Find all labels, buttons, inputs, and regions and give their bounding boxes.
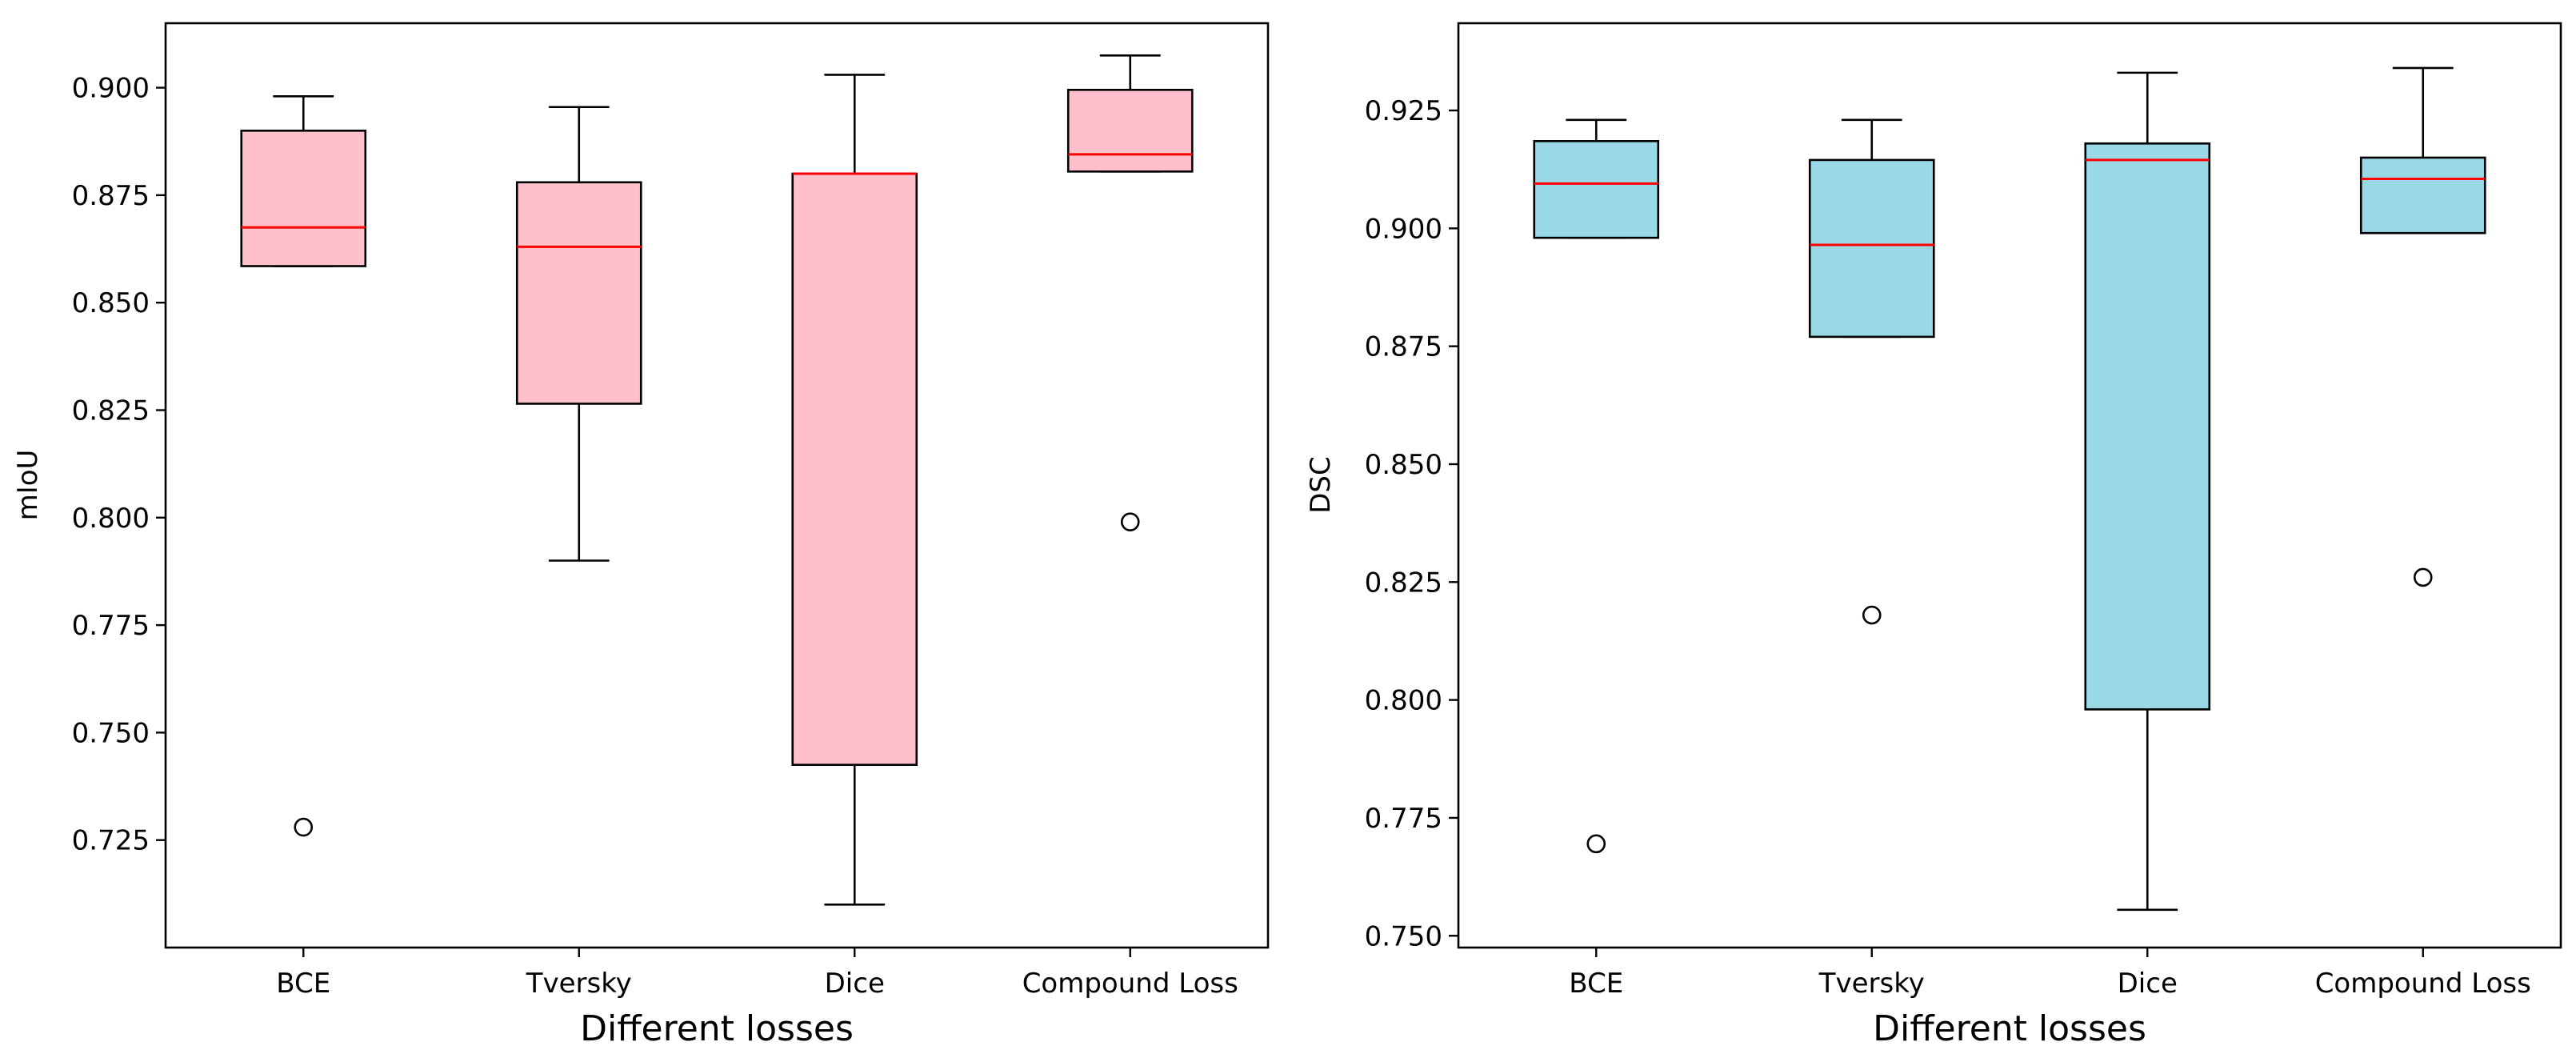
y-tick-label: 0.850 [1365,449,1442,481]
y-tick-label: 0.750 [1365,920,1442,952]
x-tick-label: Compound Loss [1022,968,1238,1000]
y-tick-label: 0.775 [1365,803,1442,835]
box-body [1808,158,1935,339]
chart-DSC: 0.750 0.775 0.800 0.825 0.850 0.875 0.900 0.925… [1305,22,2562,1049]
y-tick-label: 0.900 [1365,213,1442,245]
x-tick-label: Dice [825,968,885,1000]
box-series [1533,66,2486,912]
box-bce [240,95,367,837]
y-tick-label: 0.825 [72,395,150,427]
y-tick-label: 0.875 [1365,331,1442,363]
x-tick-label: BCE [1569,968,1623,1000]
x-ticks: BCE Tversky Dice Compound Loss [1569,948,2531,1000]
box-tversky [515,106,642,562]
box-compound-loss [1066,54,1194,531]
box-tversky [1808,118,1935,625]
x-axis-title: Different losses [1873,1008,2146,1049]
y-tick-label: 0.800 [72,503,150,535]
x-ticks: BCE Tversky Dice Compound Loss [276,948,1238,1000]
box-body [1066,88,1194,173]
box-body [1533,140,1660,239]
y-tick-label: 0.775 [72,610,150,642]
y-tick-label: 0.750 [72,717,150,749]
outlier-point [2413,567,2433,587]
outlier-point [1120,512,1140,531]
y-tick-label: 0.900 [72,73,150,105]
box-body [2359,156,2486,234]
y-ticks: 0.750 0.775 0.800 0.825 0.850 0.875 0.900 0.925 [1365,95,1458,952]
y-tick-label: 0.875 [72,180,150,212]
outlier-point [294,817,314,837]
chart-mIoU: 0.725 0.750 0.775 0.800 0.825 0.850 0.875 0.900… [12,22,1270,1049]
y-ticks: 0.725 0.750 0.775 0.800 0.825 0.850 0.875 0.900 [72,73,166,857]
y-tick-label: 0.825 [1365,567,1442,599]
box-body [791,172,918,766]
x-tick-label: Dice [2118,968,2178,1000]
box-body [2084,142,2211,711]
box-body [515,181,642,405]
box-body [240,130,367,267]
x-tick-label: BCE [276,968,330,1000]
x-tick-label: Tversky [1818,968,1925,1000]
box-bce [1533,118,1660,854]
x-tick-label: Compound Loss [2315,968,2531,1000]
x-tick-label: Tversky [526,968,632,1000]
outlier-point [1862,605,1882,625]
y-tick-label: 0.850 [72,287,150,319]
y-axis-title: mIoU [12,450,44,521]
outlier-point [1586,834,1606,854]
y-axis-title: DSC [1305,456,1337,514]
x-axis-title: Different losses [580,1008,854,1049]
box-dice [791,74,918,906]
box-series [240,54,1194,906]
y-tick-label: 0.925 [1365,95,1442,127]
y-tick-label: 0.725 [72,825,150,857]
y-tick-label: 0.800 [1365,685,1442,717]
box-compound-loss [2359,66,2486,587]
box-dice [2084,71,2211,912]
